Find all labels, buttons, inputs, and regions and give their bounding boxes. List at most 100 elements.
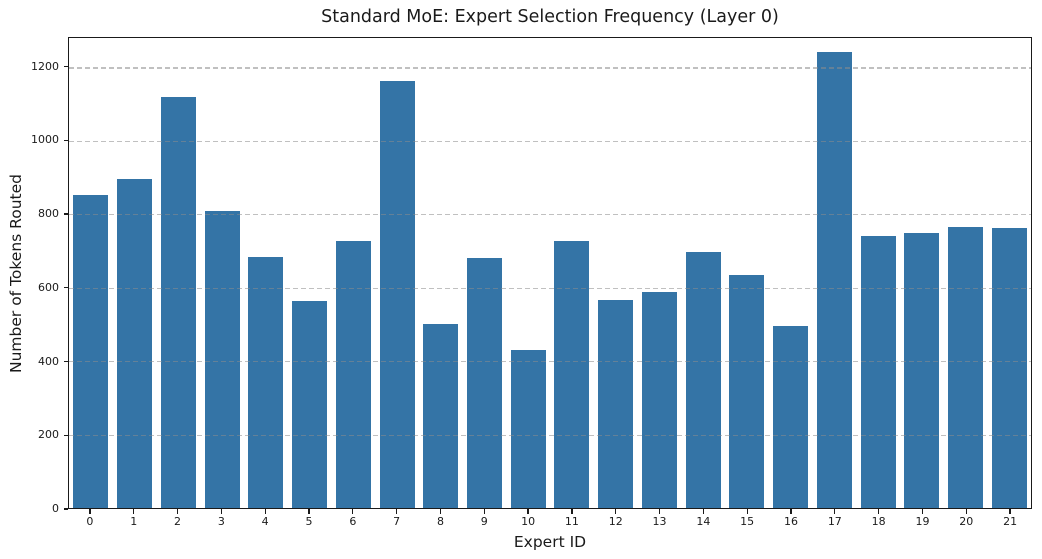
x-tick-mark-11: [571, 509, 573, 514]
y-tick-mark-800: [63, 213, 68, 215]
bar-expert-15: [729, 274, 765, 508]
bar-expert-7: [379, 80, 415, 508]
x-tick-label-18: 18: [871, 515, 886, 528]
bar-slot-8: [419, 38, 463, 508]
x-tick-label-8: 8: [436, 515, 444, 528]
y-tick-mark-600: [63, 287, 68, 289]
bar-slot-16: [769, 38, 813, 508]
y-tick-label-600: 600: [38, 280, 59, 294]
x-tick-label-12: 12: [608, 515, 623, 528]
bar-slot-0: [69, 38, 113, 508]
bar-slot-12: [594, 38, 638, 508]
x-tick-label-16: 16: [784, 515, 798, 528]
bar-expert-5: [292, 300, 328, 508]
y-axis-label: Number of Tokens Routed: [7, 173, 25, 373]
x-tick-mark-15: [746, 509, 748, 514]
x-tick-label-19: 19: [915, 515, 930, 528]
y-tick-mark-0: [63, 508, 68, 510]
bar-expert-9: [466, 257, 502, 508]
x-tick-label-2: 2: [174, 515, 182, 528]
x-tick-mark-14: [702, 509, 704, 514]
x-tick-mark-0: [89, 509, 91, 514]
bar-expert-20: [948, 226, 984, 508]
x-tick-mark-5: [308, 509, 310, 514]
x-tick-label-7: 7: [393, 515, 401, 528]
x-tick-label-0: 0: [86, 515, 94, 528]
x-tick-mark-18: [877, 509, 880, 514]
y-tick-mark-200: [63, 434, 68, 436]
x-tick-mark-7: [395, 509, 398, 514]
bar-slot-19: [900, 38, 944, 508]
bar-expert-13: [641, 292, 677, 508]
x-tick-mark-4: [264, 509, 266, 514]
bars-container: [69, 38, 1031, 508]
bar-expert-19: [904, 232, 940, 508]
bar-expert-8: [423, 323, 459, 508]
x-tick-mark-20: [965, 509, 967, 514]
bar-slot-6: [331, 38, 375, 508]
bar-slot-7: [375, 38, 419, 508]
bar-slot-13: [638, 38, 682, 508]
bar-slot-2: [156, 38, 200, 508]
bar-slot-4: [244, 38, 288, 508]
x-tick-label-3: 3: [217, 515, 225, 528]
y-tick-mark-1000: [63, 139, 68, 141]
x-tick-mark-12: [615, 509, 617, 514]
x-tick-label-1: 1: [130, 515, 138, 528]
bar-slot-15: [725, 38, 769, 508]
x-tick-mark-17: [834, 509, 836, 514]
x-tick-label-14: 14: [696, 515, 711, 528]
bar-slot-20: [944, 38, 988, 508]
bar-expert-14: [685, 251, 721, 508]
bar-expert-17: [816, 52, 852, 508]
bar-expert-10: [510, 349, 546, 508]
x-tick-label-17: 17: [827, 515, 842, 528]
x-tick-mark-3: [220, 509, 222, 514]
bar-slot-14: [681, 38, 725, 508]
bar-expert-4: [248, 256, 284, 508]
x-tick-label-9: 9: [480, 515, 488, 528]
y-tick-mark-1200: [63, 65, 68, 68]
x-tick-label-21: 21: [1003, 515, 1018, 528]
bar-expert-18: [860, 235, 896, 508]
bar-expert-12: [598, 299, 634, 508]
bar-expert-16: [773, 325, 809, 508]
bar-slot-18: [856, 38, 900, 508]
bar-slot-1: [113, 38, 157, 508]
bar-expert-2: [160, 97, 196, 508]
bar-slot-3: [200, 38, 244, 508]
y-tick-label-0: 0: [52, 502, 59, 515]
x-tick-label-15: 15: [740, 515, 755, 528]
x-tick-label-11: 11: [564, 515, 579, 528]
y-tick-label-400: 400: [38, 354, 59, 368]
x-tick-mark-9: [483, 509, 485, 514]
bar-expert-11: [554, 241, 590, 508]
x-tick-mark-2: [176, 509, 179, 514]
y-tick-label-1000: 1000: [31, 133, 59, 147]
x-tick-mark-19: [921, 509, 924, 514]
x-tick-mark-16: [790, 509, 792, 514]
x-tick-label-10: 10: [521, 515, 536, 528]
bar-slot-9: [463, 38, 507, 508]
x-tick-label-4: 4: [261, 515, 269, 528]
x-tick-mark-1: [133, 509, 135, 514]
plot-area: [68, 37, 1032, 509]
bar-expert-1: [117, 178, 153, 508]
x-tick-label-13: 13: [652, 515, 667, 528]
x-tick-mark-21: [1009, 509, 1011, 514]
x-tick-mark-10: [527, 509, 529, 514]
bar-expert-0: [73, 195, 109, 508]
x-tick-label-5: 5: [305, 515, 313, 528]
bar-expert-21: [991, 228, 1027, 508]
x-tick-mark-13: [658, 509, 661, 514]
bar-expert-3: [204, 210, 240, 508]
x-tick-label-6: 6: [349, 515, 357, 528]
bar-slot-10: [506, 38, 550, 508]
x-axis-label: Expert ID: [513, 533, 587, 551]
y-tick-mark-400: [63, 360, 68, 363]
chart-title: Standard MoE: Expert Selection Frequency…: [321, 7, 779, 27]
bar-expert-6: [335, 241, 371, 508]
y-tick-label-200: 200: [38, 428, 59, 442]
x-tick-label-20: 20: [959, 515, 974, 528]
